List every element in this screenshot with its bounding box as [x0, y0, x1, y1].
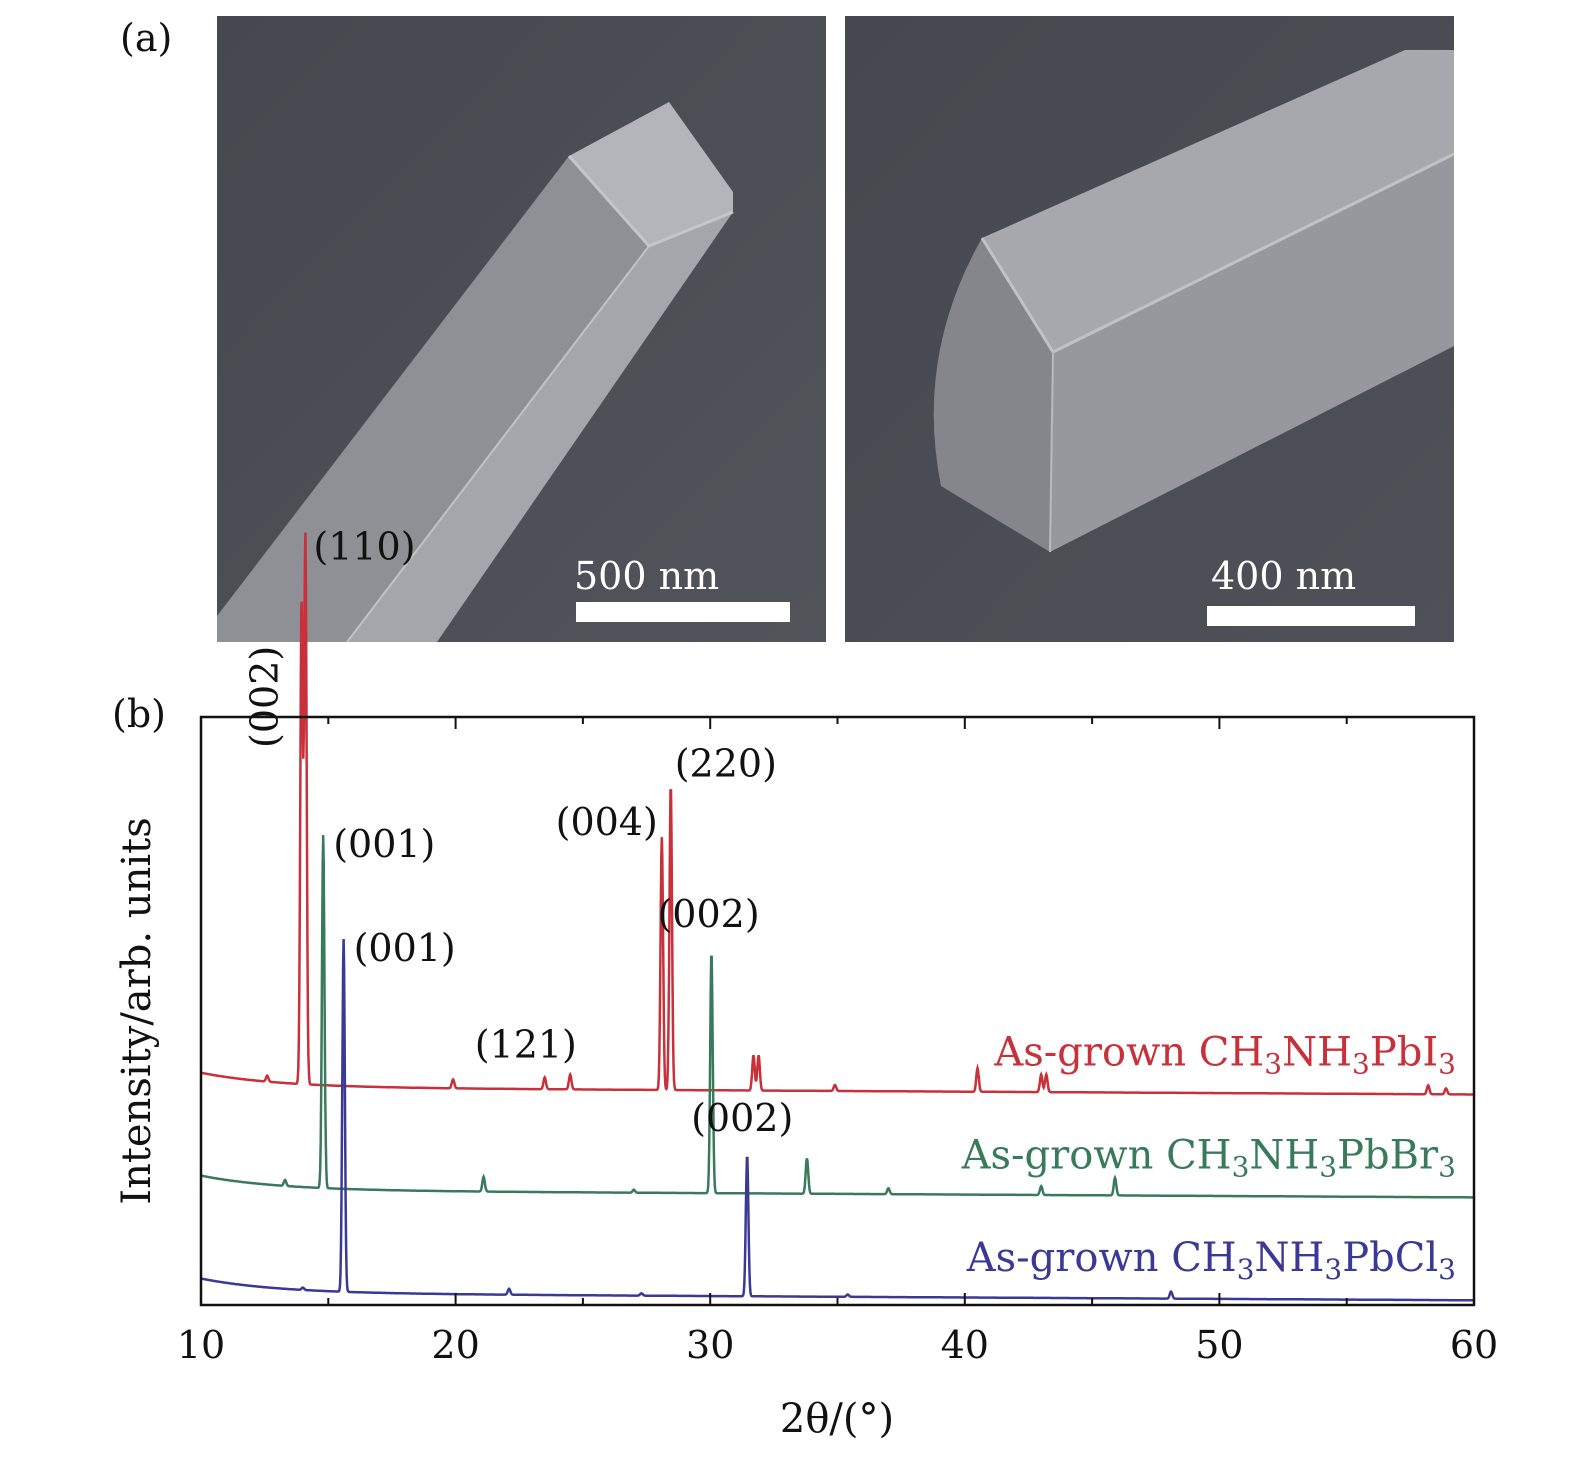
sem-image-left: 500 nm — [217, 16, 826, 642]
x-tick-label: 40 — [941, 1323, 989, 1367]
peak-label: (001) — [333, 822, 435, 866]
peak-label: (001) — [354, 926, 456, 970]
series-label-2: As-grown CH3NH3PbCl3 — [966, 1235, 1456, 1286]
sem-image-right: 400 nm — [845, 16, 1454, 642]
panel-b-label: (b) — [112, 692, 166, 736]
peak-label: (004) — [556, 800, 658, 844]
peak-label: (002) — [691, 1096, 793, 1140]
scale-bar-right — [1207, 606, 1415, 626]
x-tick-label: 30 — [686, 1323, 734, 1367]
microwire-right-drawing — [845, 16, 1454, 642]
peak-label: (002) — [657, 892, 759, 936]
series-line-0 — [200, 532, 1474, 1096]
panel-a-label: (a) — [120, 16, 173, 60]
x-tick-label: 50 — [1195, 1323, 1243, 1367]
scale-bar-left — [576, 602, 790, 622]
series-label-1: As-grown CH3NH3PbBr3 — [961, 1132, 1456, 1183]
x-tick-label: 10 — [177, 1323, 225, 1367]
scale-label-left: 500 nm — [574, 554, 720, 598]
y-axis-title: Intensity/arb. units — [114, 817, 160, 1204]
series-line-2 — [200, 938, 1474, 1302]
peak-label: (220) — [675, 741, 777, 785]
scale-label-right: 400 nm — [1211, 554, 1357, 598]
plot-frame — [199, 715, 1476, 1307]
x-tick-label: 60 — [1450, 1323, 1498, 1367]
microwire-left-drawing — [217, 16, 826, 642]
peak-label: (121) — [475, 1022, 577, 1066]
series-line-1 — [200, 835, 1474, 1199]
x-axis-title: 2θ/(°) — [780, 1396, 894, 1442]
peak-label: (002) — [243, 646, 287, 748]
series-label-0: As-grown CH3NH3PbI3 — [993, 1029, 1456, 1080]
peak-label: (110) — [313, 524, 415, 568]
x-tick-label: 20 — [431, 1323, 479, 1367]
